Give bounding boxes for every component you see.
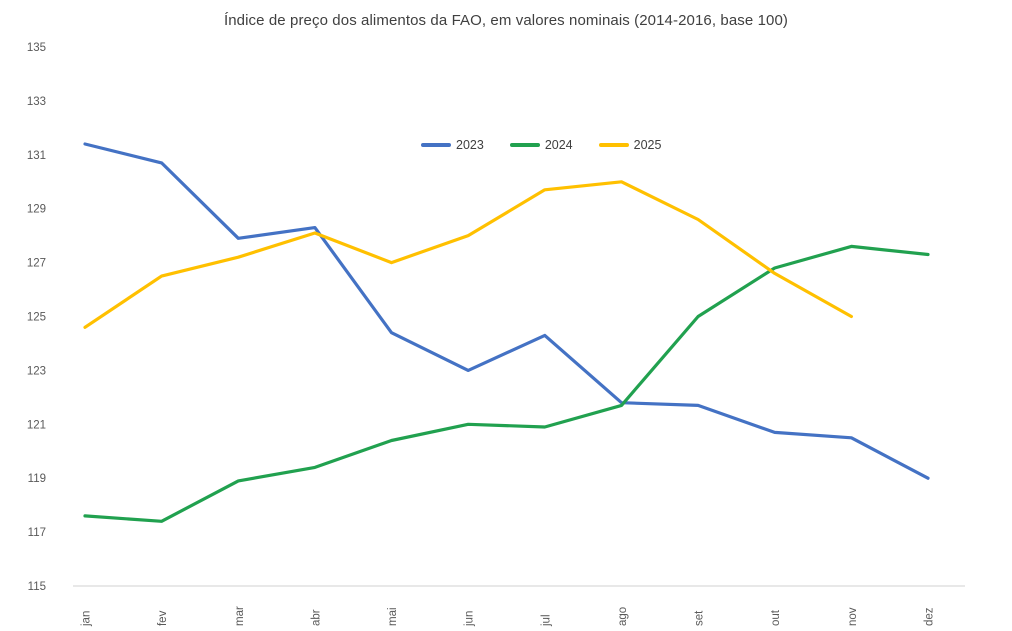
legend-swatch-2023 xyxy=(421,143,451,147)
y-tick-label-119: 119 xyxy=(28,473,46,485)
x-tick-label-mai: mai xyxy=(387,607,399,626)
y-tick-label-121: 121 xyxy=(27,419,46,431)
y-tick-label-127: 127 xyxy=(27,258,46,270)
x-tick-label-dez: dez xyxy=(924,607,936,626)
y-tick-label-131: 131 xyxy=(27,150,46,162)
legend-label-2023: 2023 xyxy=(456,138,484,152)
x-tick-label-out: out xyxy=(770,609,782,626)
y-tick-label-117: 117 xyxy=(28,527,46,539)
legend-label-2025: 2025 xyxy=(633,138,662,152)
legend-swatch-2024 xyxy=(509,143,540,147)
y-tick-label-129: 129 xyxy=(27,204,46,216)
x-tick-label-nov: nov xyxy=(847,607,859,626)
x-tick-label-jan: jan xyxy=(81,611,93,627)
x-tick-label-set: set xyxy=(694,610,706,626)
chart-legend: 2023 2024 2025 xyxy=(421,138,661,152)
x-tick-label-jul: jul xyxy=(540,614,552,627)
legend-item-2023[interactable]: 2023 xyxy=(421,138,484,152)
x-tick-label-fev: fev xyxy=(157,610,169,626)
series-line-2023 xyxy=(83,142,930,480)
y-tick-label-133: 133 xyxy=(27,96,46,108)
y-tick-label-123: 123 xyxy=(27,365,46,377)
chart-title: Índice de preço dos alimentos da FAO, em… xyxy=(223,12,789,29)
x-tick-label-abr: abr xyxy=(310,609,322,626)
y-tick-label-125: 125 xyxy=(27,312,46,324)
legend-swatch-2025 xyxy=(598,143,629,147)
y-tick-label-115: 115 xyxy=(28,581,46,593)
legend-label-2024: 2024 xyxy=(544,138,573,152)
x-tick-label-jun: jun xyxy=(464,611,476,627)
series-line-2024 xyxy=(83,244,930,523)
legend-item-2024[interactable]: 2024 xyxy=(509,138,573,152)
y-tick-label-135: 135 xyxy=(27,42,46,54)
x-tick-label-ago: ago xyxy=(617,607,629,626)
series-line-2025 xyxy=(83,180,854,329)
x-tick-label-mar: mar xyxy=(234,606,246,626)
legend-item-2025[interactable]: 2025 xyxy=(598,138,662,152)
